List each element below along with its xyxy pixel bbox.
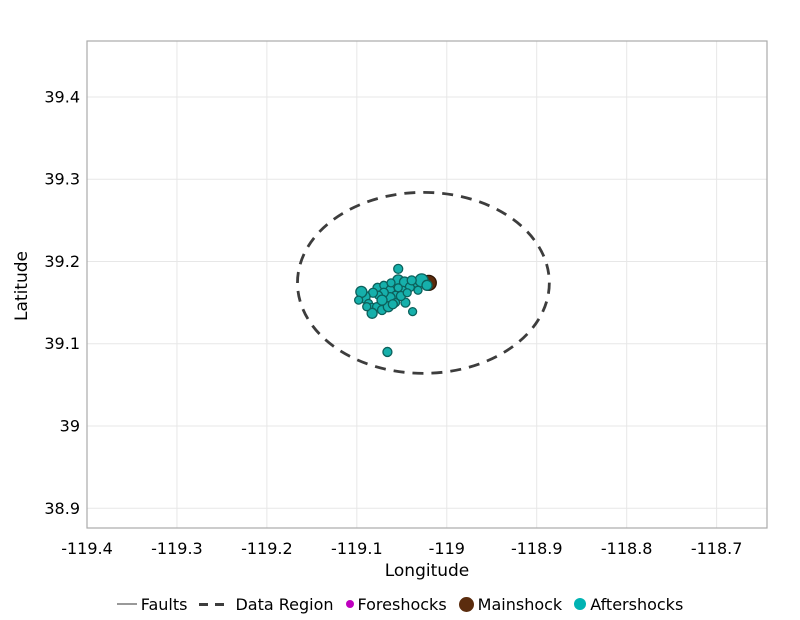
data-region-legend-marker-icon xyxy=(199,602,232,606)
y-tick-label: 39.1 xyxy=(44,334,80,353)
x-tick-label: -119.4 xyxy=(61,539,113,558)
x-tick-label: -119 xyxy=(429,539,465,558)
aftershocks-point xyxy=(353,295,364,305)
aftershocks-point xyxy=(386,278,396,288)
aftershocks-point xyxy=(376,294,388,306)
x-tick-label: -119.1 xyxy=(331,539,383,558)
legend-label: Aftershocks xyxy=(590,594,684,614)
y-tick-label: 39.3 xyxy=(44,170,80,189)
aftershocks-point xyxy=(407,306,418,317)
legend-item-data-region: Data Region xyxy=(199,594,334,614)
aftershocks-point xyxy=(413,285,423,295)
aftershocks-point xyxy=(393,263,404,275)
aftershocks-legend-marker-icon xyxy=(574,598,587,610)
x-axis-title: Longitude xyxy=(384,561,470,581)
legend-label: Foreshocks xyxy=(357,594,447,614)
legend-item-foreshocks: Foreshocks xyxy=(345,594,447,614)
x-tick-label: -119.2 xyxy=(241,539,293,558)
aftershocks-point xyxy=(382,346,393,358)
foreshocks-legend-marker-icon xyxy=(345,600,354,608)
faults-legend-marker-icon xyxy=(116,603,137,605)
aftershocks-point xyxy=(387,299,398,310)
x-tick-label: -118.8 xyxy=(601,539,653,558)
aftershocks-point xyxy=(366,307,378,319)
aftershocks-point xyxy=(402,288,412,298)
y-axis-title: Latitude xyxy=(12,251,32,321)
aftershocks-point xyxy=(362,302,372,312)
x-tick-label: -118.7 xyxy=(691,539,743,558)
y-tick-label: 39.2 xyxy=(44,252,80,271)
y-tick-label: 39.4 xyxy=(44,87,80,106)
legend-item-mainshock: Mainshock xyxy=(458,594,563,614)
legend-item-faults: Faults xyxy=(116,594,188,614)
y-tick-label: 39 xyxy=(60,416,80,435)
y-tick-label: 38.9 xyxy=(44,499,80,518)
aftershocks-point xyxy=(393,283,403,293)
legend-item-aftershocks: Aftershocks xyxy=(574,595,683,614)
aftershocks-point xyxy=(421,279,433,291)
plot-border xyxy=(86,40,768,529)
legend: Faults Data Region Foreshocks Mainshock Afte… xyxy=(0,591,800,617)
x-tick-label: -119.3 xyxy=(151,539,203,558)
mainshock-legend-marker-icon xyxy=(458,596,474,612)
legend-label: Data Region xyxy=(235,594,334,614)
data-region-ellipse xyxy=(296,190,551,375)
x-tick-label: -118.9 xyxy=(511,539,563,558)
legend-label: Mainshock xyxy=(477,594,563,614)
legend-label: Faults xyxy=(140,594,188,614)
aftershocks-point xyxy=(406,275,417,286)
